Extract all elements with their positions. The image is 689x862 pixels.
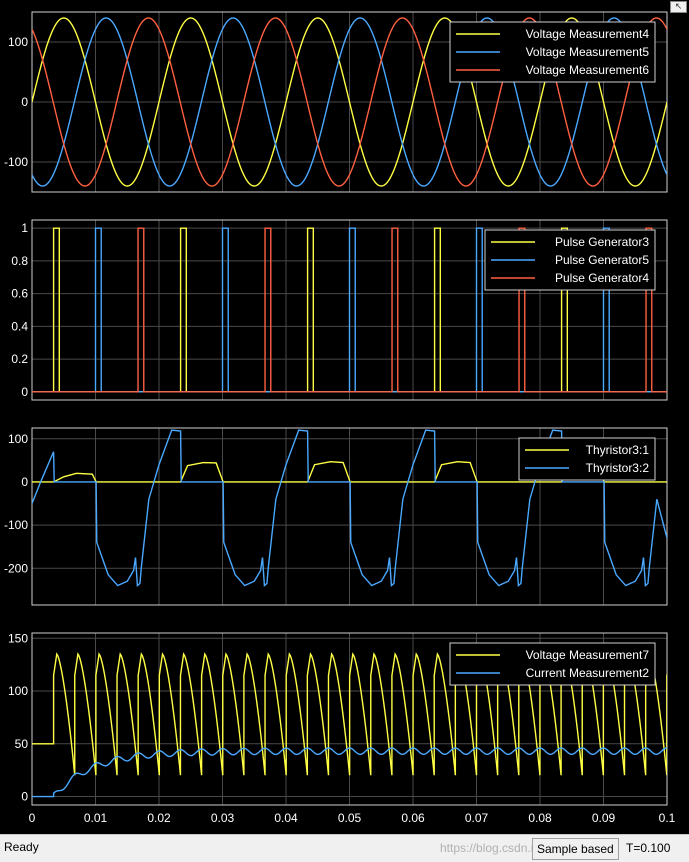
legend-label: Thyristor3:2 [586, 461, 650, 475]
plot-area [32, 227, 667, 393]
chart-panel-4: 0 50 100 150 Voltage Measurement7 Current Mea… [8, 631, 676, 825]
legend-label: Voltage Measurement4 [526, 27, 650, 41]
y-tick-label: 0.2 [11, 352, 28, 366]
x-tick-label: 0.01 [84, 811, 108, 825]
x-tick-label: 0.02 [147, 811, 171, 825]
legend-label: Voltage Measurement5 [526, 45, 650, 59]
y-tick-label: 0 [21, 385, 28, 399]
sample-mode: Sample based [532, 838, 619, 860]
legend-label: Thyristor3:1 [586, 443, 650, 457]
series-line-1 [32, 227, 667, 393]
x-tick-label: 0.03 [211, 811, 235, 825]
x-tick-label: 0.09 [592, 811, 616, 825]
y-tick-label: 100 [8, 35, 28, 49]
y-tick-label: 0.6 [11, 287, 28, 301]
y-tick-label: 1 [21, 221, 28, 235]
y-tick-label: 0 [21, 790, 28, 804]
legend-label: Voltage Measurement6 [526, 63, 650, 77]
x-tick-label: 0.04 [274, 811, 298, 825]
legend-label: Pulse Generator3 [555, 235, 649, 249]
legend: Voltage Measurement7 Current Measurement2 [449, 642, 656, 686]
legend-label: Current Measurement2 [526, 666, 650, 680]
y-tick-label: -200 [4, 561, 28, 575]
y-tick-label: 50 [15, 737, 29, 751]
undock-icon[interactable]: ↖ [670, 1, 687, 13]
legend-label: Voltage Measurement7 [526, 648, 650, 662]
y-tick-label: 0.8 [11, 254, 28, 268]
x-tick-label: 0.1 [659, 811, 676, 825]
series-line-1 [32, 652, 667, 776]
series-line-3 [32, 17, 667, 187]
status-ready: Ready [4, 840, 39, 854]
x-tick-label: 0.08 [528, 811, 552, 825]
x-tick-label: 0.06 [401, 811, 425, 825]
legend: Thyristor3:1 Thyristor3:2 [518, 437, 656, 481]
legend: Pulse Generator3 Pulse Generator5 Pulse Ge… [484, 229, 656, 291]
series-line-3 [32, 227, 667, 393]
x-tick-label: 0.07 [465, 811, 489, 825]
legend-label: Pulse Generator5 [555, 253, 649, 267]
y-tick-label: 0 [21, 475, 28, 489]
plot-area [32, 652, 667, 798]
series-line-2 [32, 17, 667, 187]
plot-frame [31, 219, 668, 401]
x-tick-label: 0.05 [338, 811, 362, 825]
plot-frame [31, 427, 668, 606]
series-line-2 [32, 227, 667, 393]
y-tick-label: 100 [8, 432, 28, 446]
legend-label: Pulse Generator4 [555, 271, 649, 285]
status-bar: Ready https://blog.csdn.net/... Sample b… [0, 834, 689, 862]
x-tick-label: 0 [29, 811, 36, 825]
series-line-2 [32, 747, 667, 798]
watermark: https://blog.csdn.net/... [440, 841, 561, 855]
chart-panel-3: -200 -100 0 100 Thyristor3:1 Thyristor3:2 [4, 427, 668, 606]
y-tick-label: 0.4 [11, 319, 28, 333]
y-tick-label: 0 [21, 95, 28, 109]
y-tick-label: -100 [4, 155, 28, 169]
legend: Voltage Measurement4 Voltage Measurement5… [449, 21, 656, 83]
legend-box [518, 437, 656, 481]
sim-time: T=0.100 [626, 841, 671, 855]
y-tick-label: -100 [4, 518, 28, 532]
y-tick-label: 100 [8, 684, 28, 698]
y-tick-label: 150 [8, 631, 28, 645]
legend-box [449, 642, 656, 686]
